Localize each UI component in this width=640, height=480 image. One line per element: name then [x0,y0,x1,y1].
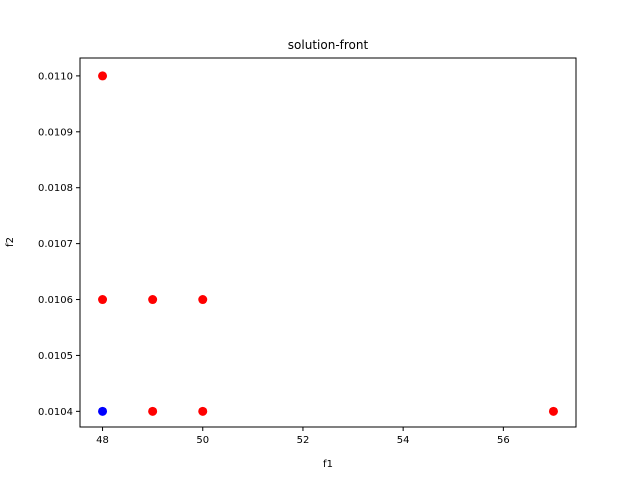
red-data-point [98,71,108,81]
axes-frame [79,57,577,428]
chart-title: solution-front [288,38,369,52]
y-axis-ticks: 0.0104 0.0105 0.0106 0.0107 0.0108 0.0109 0.01… [38,71,80,418]
y-tick-label: 0.0107 [38,239,73,250]
y-axis-label: f2 [5,237,16,247]
x-axis-label: f1 [323,459,333,470]
y-tick-label: 0.0109 [38,127,73,138]
red-data-point [98,295,108,305]
red-data-point [198,406,208,416]
blue-data-point [98,406,108,416]
red-data-point [148,406,158,416]
y-tick-label: 0.0105 [38,351,73,362]
x-tick-label: 48 [96,435,109,446]
plot-area [80,58,576,427]
red-data-point [548,406,558,416]
data-points [98,71,558,416]
x-tick-label: 52 [297,435,310,446]
y-tick-label: 0.0104 [38,407,73,418]
red-data-point [148,295,158,305]
x-tick-label: 50 [196,435,209,446]
y-tick-label: 0.0108 [38,183,73,194]
x-axis-ticks: 48 50 52 54 56 [96,427,510,446]
y-tick-label: 0.0106 [38,295,73,306]
y-tick-label: 0.0110 [38,71,73,82]
x-tick-label: 56 [497,435,510,446]
x-tick-label: 54 [397,435,410,446]
red-data-point [198,295,208,305]
